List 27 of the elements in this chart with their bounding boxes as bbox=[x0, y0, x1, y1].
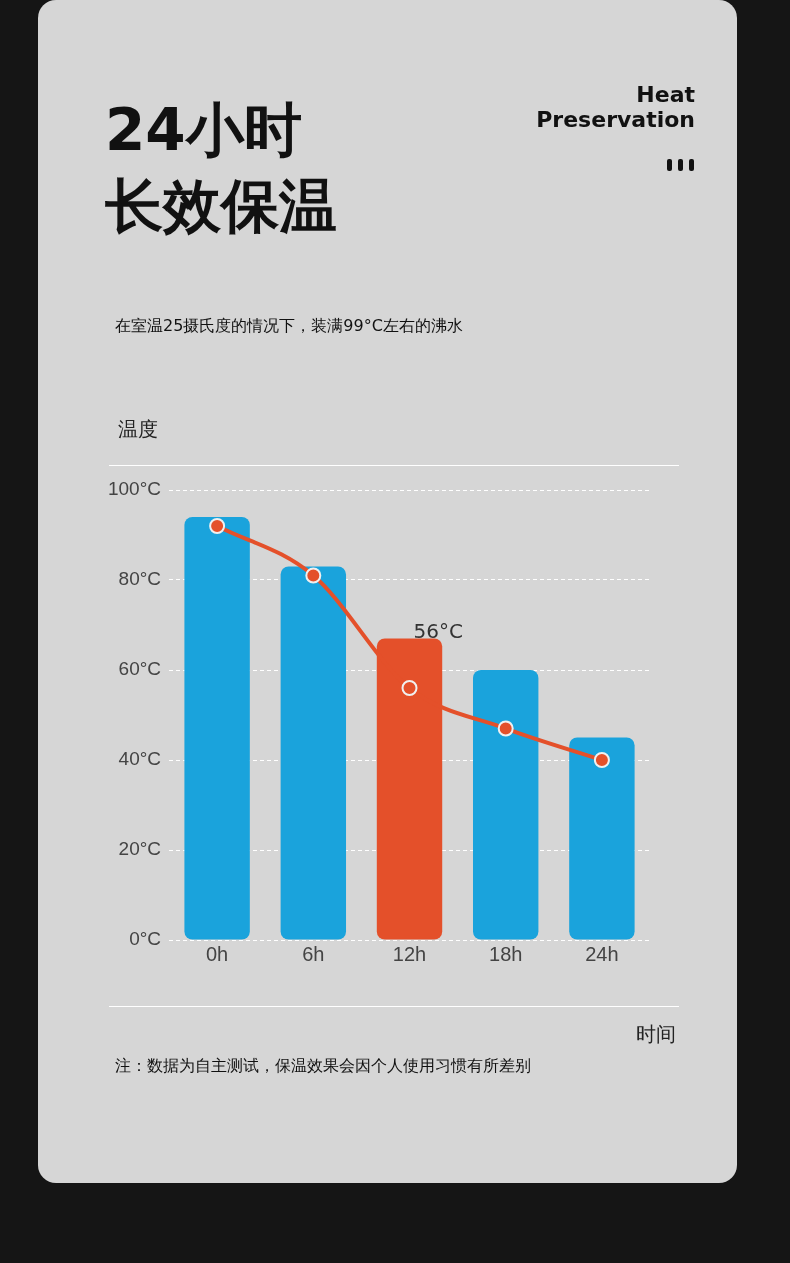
bar bbox=[280, 566, 347, 940]
y-tick-label: 20°C bbox=[118, 838, 162, 860]
x-tick-label: 12h bbox=[392, 942, 427, 965]
point bbox=[401, 680, 418, 696]
text: 注：数据为自主测试，保温效果会因个人使用习惯有所差别 bbox=[115, 1056, 531, 1077]
chart-title: 24小时长效保温 bbox=[105, 95, 338, 242]
x-tick-label: 24h bbox=[585, 942, 619, 965]
bar bbox=[473, 670, 539, 940]
point bbox=[497, 720, 514, 737]
y-tick-label: 100°C bbox=[107, 478, 162, 500]
data-label: 56°C bbox=[413, 619, 463, 643]
x-axis-title: 时间 bbox=[636, 1021, 676, 1048]
point bbox=[209, 518, 226, 534]
bar bbox=[569, 737, 635, 940]
y-tick-label: 0°C bbox=[129, 928, 162, 950]
x-tick-label: 0h bbox=[205, 942, 229, 965]
point bbox=[305, 567, 322, 584]
text: Heat Preservation bbox=[536, 82, 695, 132]
y-tick-label: 60°C bbox=[118, 658, 162, 680]
y-axis-title: 温度 bbox=[118, 416, 158, 443]
x-tick-label: 18h bbox=[489, 942, 523, 965]
point bbox=[593, 752, 610, 768]
chart-subtitle: 在室温25摄氏度的情况下，装满99°C左右的沸水 bbox=[115, 316, 463, 337]
bar bbox=[184, 517, 250, 940]
x-tick-label: 6h bbox=[302, 942, 325, 965]
y-tick-label: 80°C bbox=[118, 568, 162, 590]
y-tick-label: 40°C bbox=[118, 748, 162, 770]
